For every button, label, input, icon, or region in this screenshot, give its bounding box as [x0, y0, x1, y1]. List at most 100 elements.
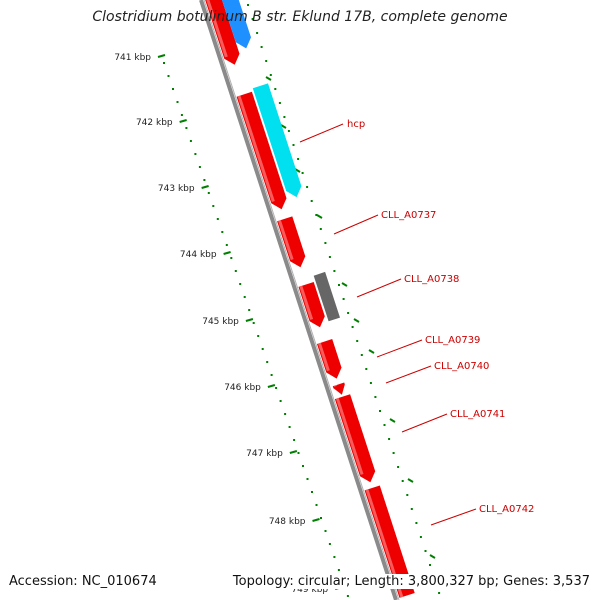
- gene-label-leader: [333, 214, 379, 235]
- tick-label: 744 kbp: [180, 250, 217, 260]
- tick-label: 745 kbp: [202, 317, 239, 327]
- gray-feature: [313, 271, 340, 322]
- tick-label: 749 kbp: [291, 585, 328, 595]
- coordinate-dot: [275, 387, 278, 389]
- gene-label-leader: [385, 365, 432, 384]
- coordinate-ticks: 741 kbp 742 kbp 743 kbp 744 kbp 745 kbp 746 k…: [114, 53, 343, 595]
- outer-track-dot: [333, 270, 336, 272]
- tick-label: 748 kbp: [269, 517, 306, 527]
- cds-feature: [236, 91, 287, 210]
- outer-track-dot: [424, 550, 427, 552]
- gene-label: CLL_A0738: [404, 274, 459, 285]
- coordinate-dot: [320, 517, 322, 519]
- outer-track-dot: [274, 88, 277, 90]
- gene-label-leader: [376, 339, 423, 358]
- outer-track-dot: [247, 4, 249, 6]
- coordinate-dot: [270, 374, 273, 376]
- outer-track-dot: [347, 312, 350, 314]
- backbone-line: [199, 0, 398, 600]
- cds-feature-small: [332, 382, 345, 395]
- outer-track-dot: [256, 32, 259, 34]
- gene-labels: hcp CLL_A0737 CLL_A0738 CLL_A0739 CLL_A0740 C…: [299, 119, 534, 526]
- coordinate-dot: [257, 335, 260, 337]
- coordinate-dot: [207, 192, 210, 194]
- cds-highlight: [237, 95, 275, 202]
- gene-label: CLL_A0742: [479, 504, 534, 515]
- coordinate-dot: [176, 101, 179, 103]
- outer-track-dot: [278, 102, 281, 104]
- outer-track-dot: [319, 228, 322, 230]
- gene-label-leader: [356, 278, 402, 298]
- track-dash: [389, 418, 396, 423]
- coordinate-dot: [252, 322, 255, 324]
- blue-feature: [222, 0, 251, 49]
- outer-track-dot: [297, 158, 300, 160]
- coordinate-dot: [194, 153, 197, 155]
- coordinate-dot: [333, 556, 336, 558]
- tick-mark: [223, 251, 231, 255]
- outer-track-dot: [406, 494, 409, 496]
- feature-track: [205, 0, 415, 598]
- tick-mark: [289, 450, 298, 454]
- coordinate-dot: [172, 88, 174, 90]
- outer-track-dot: [301, 172, 304, 174]
- outer-track-dot: [356, 340, 359, 342]
- tick-mark: [245, 318, 254, 322]
- outer-track-dot: [388, 438, 391, 440]
- coordinate-dot: [288, 426, 291, 428]
- accession-text: Accession: NC_010674: [8, 574, 158, 589]
- cds-highlight: [206, 0, 228, 58]
- track-dash: [341, 282, 348, 287]
- outer-track-dot: [310, 200, 313, 202]
- tick-mark: [267, 384, 276, 388]
- gene-label: CLL_A0737: [381, 210, 436, 221]
- coordinate-dot: [239, 283, 242, 285]
- track-dash: [368, 349, 375, 354]
- coordinate-dot: [243, 296, 246, 298]
- outer-track-dot: [283, 116, 286, 118]
- backbone: [199, 0, 400, 600]
- coordinate-dot: [284, 413, 287, 415]
- cds-highlight: [299, 285, 314, 320]
- tick-label: 746 kbp: [224, 383, 261, 393]
- outer-track-dot: [338, 284, 340, 286]
- outer-track-dot: [315, 214, 318, 216]
- coordinate-dot: [230, 257, 233, 259]
- outer-track-dot: [438, 592, 441, 594]
- cds-highlight: [318, 342, 330, 372]
- outer-track-dot: [342, 298, 345, 300]
- coordinate-dot: [248, 309, 251, 311]
- tick-mark: [312, 518, 320, 522]
- coordinate-dot: [212, 205, 215, 207]
- outer-track-dot: [419, 536, 422, 538]
- outer-track-dot: [269, 74, 272, 76]
- coordinate-dot: [306, 478, 309, 480]
- outer-track-dot: [383, 424, 386, 426]
- coordinate-dot: [315, 504, 318, 506]
- coordinate-dot: [302, 465, 304, 467]
- coordinate-dot: [221, 231, 224, 233]
- track-dash: [316, 214, 323, 219]
- tick-mark: [157, 54, 166, 58]
- coordinate-dot: [163, 62, 165, 64]
- tick-label: 742 kbp: [136, 118, 173, 128]
- gene-label: CLL_A0740: [434, 361, 489, 372]
- outer-track-dot: [265, 60, 268, 62]
- outer-track-dot: [351, 326, 354, 328]
- track-dash: [280, 124, 287, 129]
- tick-mark: [201, 185, 209, 189]
- coordinate-dot: [311, 491, 313, 493]
- outer-track-dot: [429, 564, 431, 566]
- cyan-feature: [252, 83, 302, 198]
- outer-track-dot: [260, 46, 263, 48]
- tick-label: 747 kbp: [246, 449, 283, 459]
- cds-highlight: [335, 397, 364, 475]
- track-dash: [429, 554, 436, 559]
- cds-feature: [317, 339, 342, 379]
- tick-label: 743 kbp: [158, 184, 195, 194]
- track-dash: [407, 478, 414, 483]
- coordinate-dot: [234, 270, 237, 272]
- cds-feature: [298, 282, 325, 328]
- tick-label: 741 kbp: [114, 53, 151, 63]
